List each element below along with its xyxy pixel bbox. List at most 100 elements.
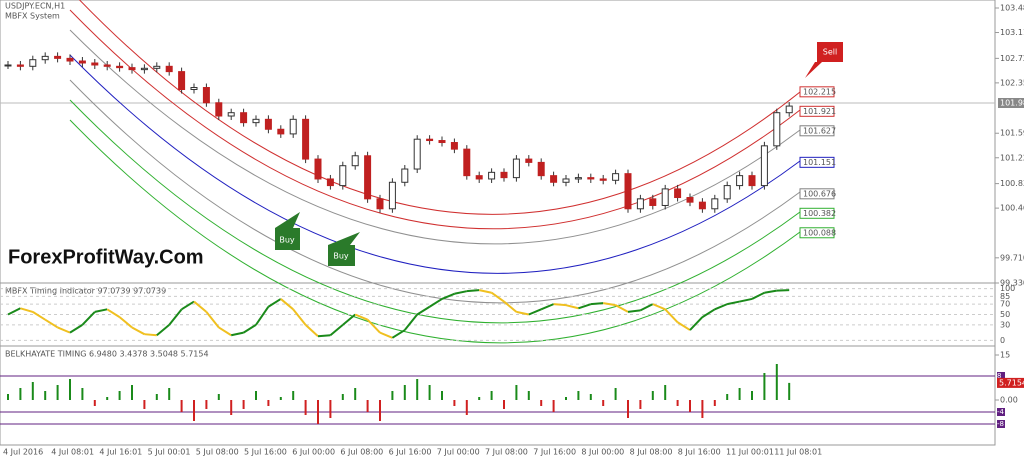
candle (450, 142, 458, 150)
histogram-bar (453, 400, 456, 406)
candle (91, 62, 99, 66)
candle (41, 55, 49, 61)
histogram-bar (69, 379, 71, 400)
x-tick-label: 5 Jul 08:00 (196, 448, 239, 457)
buy-label: Buy (279, 236, 295, 245)
sell-label: Sell (823, 48, 837, 57)
band-level-box (799, 125, 835, 137)
timing-segment (764, 289, 777, 294)
histogram-bar (242, 400, 245, 409)
x-tick-label: 6 Jul 08:00 (340, 448, 383, 457)
candle (760, 145, 768, 187)
candle (314, 158, 322, 180)
timing-segment (466, 289, 480, 293)
candle (574, 177, 582, 180)
candle (438, 140, 446, 144)
timing-segment (639, 303, 654, 312)
y-tick-label: 0.00 (1000, 396, 1018, 405)
y-tick-label: 99.710 (1000, 253, 1024, 262)
timing-segment (304, 324, 319, 337)
histogram-bar (81, 388, 84, 400)
histogram-bar (403, 385, 406, 400)
band-level-box (799, 227, 835, 239)
histogram-bar (751, 391, 753, 400)
histogram-bar (614, 388, 617, 400)
candle (723, 185, 731, 200)
candle (736, 175, 744, 187)
y-tick-label: 103.110 (1000, 28, 1024, 37)
timing-segment (603, 302, 616, 307)
candle (773, 112, 781, 147)
histogram-bar (701, 400, 704, 418)
band-level-label: 101.627 (803, 126, 836, 135)
indicator-name: MBFX System (5, 12, 60, 21)
histogram-bar (428, 385, 431, 400)
candle (661, 188, 669, 206)
candle (128, 67, 136, 71)
candle (475, 175, 483, 180)
band-level-label: 101.151 (803, 158, 836, 167)
timing-segment (689, 316, 704, 331)
band-level-box (799, 207, 835, 219)
histogram-bar (180, 400, 183, 412)
histogram-bar (329, 400, 332, 418)
x-tick-label: 4 Jul 08:01 (51, 448, 94, 457)
candle (78, 60, 86, 64)
histogram-bar (441, 391, 443, 400)
x-tick-label: 6 Jul 00:00 (292, 448, 335, 457)
timing-segment (441, 292, 455, 300)
timing-segment (776, 289, 790, 292)
histogram-bar (651, 391, 654, 400)
timing-segment (280, 298, 294, 311)
last-value-box (997, 377, 1024, 388)
timing-segment (565, 304, 579, 310)
timing-segment (391, 329, 406, 339)
band-level-box (799, 105, 835, 117)
histogram-bar (589, 394, 592, 400)
timing-segment (714, 303, 728, 311)
timing-segment (292, 308, 307, 326)
histogram-bar (602, 400, 605, 406)
timing-segment (20, 307, 34, 313)
histogram-bar (106, 397, 109, 400)
timing-segment (366, 318, 381, 334)
y-tick-label: 102.720 (1000, 54, 1024, 63)
histogram-bar (689, 400, 691, 412)
candle (426, 138, 434, 142)
band-level-box (799, 86, 835, 98)
histogram-bar (56, 385, 59, 400)
candle (240, 112, 248, 124)
timing-segment (255, 306, 270, 326)
histogram-bar (217, 394, 220, 400)
x-tick-label: 7 Jul 16:00 (533, 448, 576, 457)
plot-frame (0, 0, 996, 446)
timing-segment (404, 313, 418, 331)
histogram-bar (131, 385, 133, 400)
histogram-bar (676, 400, 679, 406)
band-level-label: 100.382 (803, 209, 836, 218)
y-tick-label: 100 (1000, 284, 1015, 293)
timing-segment (627, 309, 641, 313)
x-tick-label: 11 Jul 08:01 (774, 448, 822, 457)
histogram-bar (292, 391, 295, 400)
y-tick-label: 102.350 (1000, 78, 1024, 87)
x-tick-label: 5 Jul 00:01 (148, 448, 191, 457)
x-tick-label: 8 Jul 08:00 (630, 448, 673, 457)
timing-segment (7, 307, 21, 316)
histogram-bar (503, 400, 505, 409)
candle (302, 118, 310, 160)
x-tick-label: 7 Jul 08:00 (485, 448, 528, 457)
timing-title: MBFX Timing Indicator 97.0739 97.0739 (5, 287, 166, 296)
histogram-bar (738, 388, 741, 400)
candle (500, 171, 508, 179)
histogram-bar (577, 391, 580, 400)
timing-segment (57, 326, 71, 334)
last-value: 5.7154 (999, 378, 1024, 387)
candle (748, 175, 756, 187)
candle (537, 161, 545, 177)
candle (339, 165, 347, 187)
histogram-bar (639, 400, 642, 409)
y-tick-label: 99.330 (1000, 279, 1024, 288)
band-level-label: 102.215 (803, 87, 836, 96)
current-price-box (998, 98, 1024, 108)
